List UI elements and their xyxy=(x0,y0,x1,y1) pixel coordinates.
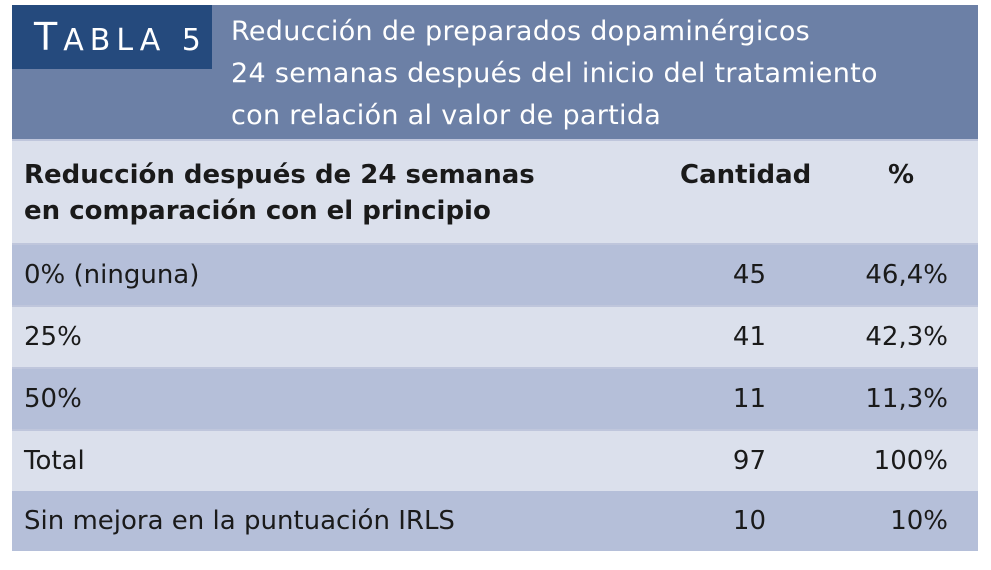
column-header-description-line: en comparación con el principio xyxy=(24,196,491,226)
table-row: 0% (ninguna) 45 46,4% xyxy=(12,245,978,305)
cell-quantity: 10 xyxy=(732,506,766,536)
cell-quantity: 41 xyxy=(732,322,766,352)
column-header-description: Reducción después de 24 semanas en compa… xyxy=(24,157,535,229)
table-title: Reducción de preparados dopaminérgicos 2… xyxy=(231,11,971,137)
cell-quantity: 97 xyxy=(732,446,766,476)
cell-percent: 46,4% xyxy=(865,260,948,290)
table-title-line: con relación al valor de partida xyxy=(231,100,662,131)
cell-description: 50% xyxy=(24,384,82,414)
table-header-band: TABLA 5 Reducción de preparados dopaminé… xyxy=(12,5,978,139)
data-table: TABLA 5 Reducción de preparados dopaminé… xyxy=(12,5,978,551)
cell-percent: 10% xyxy=(890,506,948,536)
cell-description: 25% xyxy=(24,322,82,352)
table-title-line: 24 semanas después del inicio del tratam… xyxy=(231,58,878,89)
table-label-initial: T xyxy=(34,15,64,59)
cell-description: Total xyxy=(24,446,85,476)
table-title-line: Reducción de preparados dopaminérgicos xyxy=(231,16,811,47)
cell-description: 0% (ninguna) xyxy=(24,260,200,290)
table-row: 25% 41 42,3% xyxy=(12,307,978,367)
column-header-quantity: Cantidad xyxy=(680,160,812,190)
cell-quantity: 11 xyxy=(732,384,766,414)
cell-description: Sin mejora en la puntuación IRLS xyxy=(24,506,455,536)
cell-percent: 11,3% xyxy=(865,384,948,414)
cell-quantity: 45 xyxy=(732,260,766,290)
column-header-description-line: Reducción después de 24 semanas xyxy=(24,160,535,190)
column-header-row: Reducción después de 24 semanas en compa… xyxy=(12,141,978,243)
table-number-label: TABLA 5 xyxy=(12,5,212,69)
table-row: Sin mejora en la puntuación IRLS 10 10% xyxy=(12,491,978,551)
column-header-percent: % xyxy=(888,160,915,190)
cell-percent: 42,3% xyxy=(865,322,948,352)
table-label-rest: ABLA 5 xyxy=(63,23,207,58)
table-row: 50% 11 11,3% xyxy=(12,369,978,429)
table-row: Total 97 100% xyxy=(12,431,978,491)
cell-percent: 100% xyxy=(873,446,948,476)
